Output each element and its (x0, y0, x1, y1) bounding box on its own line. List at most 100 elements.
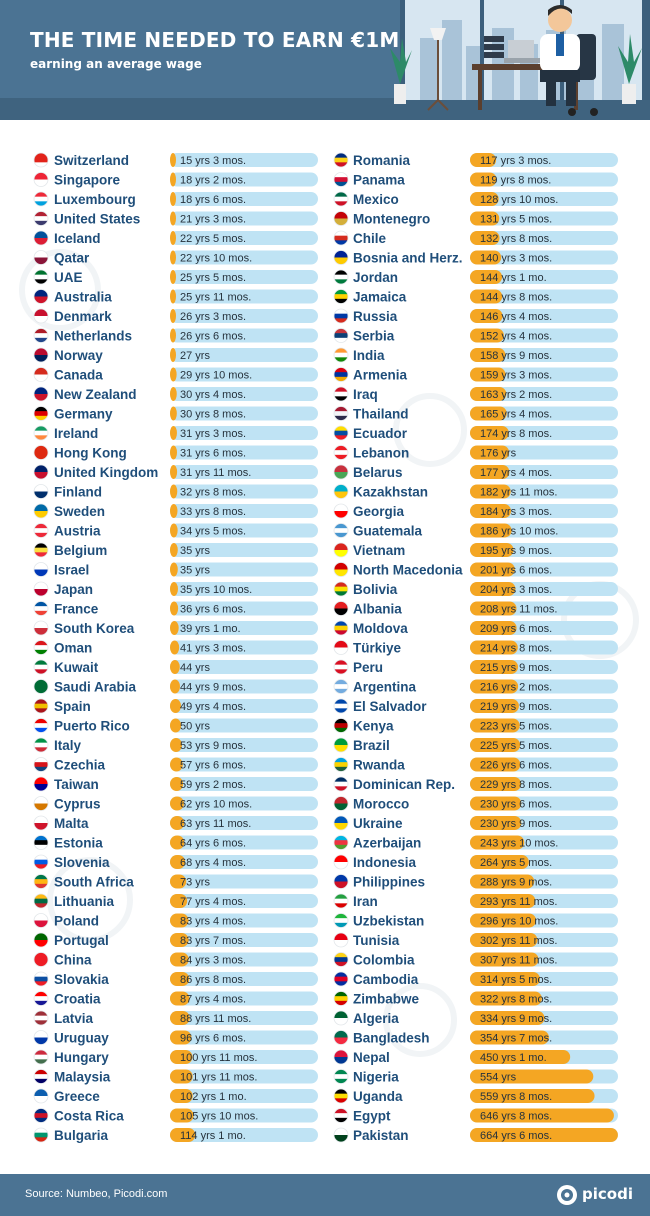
belarus-flag-icon (334, 465, 348, 479)
value-label: 22 yrs 10 mos. (180, 253, 252, 265)
bar-track (170, 640, 318, 655)
bar-row: United Kingdom 31 yrs 11 mos. (33, 464, 318, 480)
flag-ring (33, 620, 49, 636)
flag-ring (33, 796, 49, 811)
value-bar (170, 660, 180, 674)
bar-row: Qatar 22 yrs 10 mos. (33, 250, 318, 266)
country-label: China (54, 953, 92, 968)
bar-track (170, 933, 318, 947)
value-bar (170, 972, 190, 986)
flag-ring (33, 971, 49, 987)
flag-ring (333, 484, 349, 499)
bar-track (470, 367, 618, 382)
bar-row: Lebanon 176 yrs (333, 445, 618, 461)
value-label: 554 yrs (480, 1072, 517, 1084)
bar-track (170, 738, 318, 752)
flag-ring (33, 230, 49, 246)
value-label: 559 yrs 8 mos. (480, 1091, 552, 1103)
country-label: Iceland (54, 231, 101, 246)
value-bar (170, 250, 176, 265)
value-label: 29 yrs 10 mos. (180, 370, 252, 382)
value-bar (170, 796, 184, 811)
value-bar (170, 153, 176, 167)
portugal-flag-icon (34, 933, 48, 947)
value-bar (470, 445, 510, 460)
background-euro-watermarks (19, 249, 639, 1057)
bar-track (170, 816, 318, 830)
value-label: 216 yrs 2 mos. (480, 682, 552, 694)
flag-ring (33, 425, 49, 441)
value-bar (470, 855, 529, 869)
value-label: 293 yrs 11 mos. (480, 896, 557, 908)
value-label: 195 yrs 9 mos. (480, 545, 552, 557)
country-label: Egypt (353, 1109, 391, 1124)
value-bar (170, 913, 189, 928)
value-bar (170, 543, 178, 557)
malta-flag-icon (34, 816, 48, 830)
flag-ring (333, 932, 349, 948)
value-label: 184 yrs 3 mos. (480, 506, 552, 518)
country-label: Australia (54, 290, 112, 305)
bar-track (170, 211, 318, 226)
flag-ring (333, 815, 349, 831)
bar-track (170, 991, 318, 1006)
flag-ring (333, 854, 349, 870)
value-bar (170, 231, 176, 245)
value-label: 83 yrs 7 mos. (180, 935, 246, 947)
header-floor-band (0, 98, 650, 120)
bar-row: Uganda 559 yrs 8 mos. (333, 1088, 618, 1104)
bar-row: Taiwan 59 yrs 2 mos. (33, 776, 318, 792)
flag-ring (333, 835, 349, 850)
latvia-flag-icon (34, 1011, 48, 1025)
bar-row: Rwanda 226 yrs 6 mos. (333, 757, 618, 773)
bar-row: Malaysia 101 yrs 11 mos. (33, 1069, 318, 1085)
russia-flag-icon (334, 309, 348, 323)
value-bar (470, 1089, 595, 1103)
value-label: 68 yrs 4 mos. (180, 857, 246, 869)
country-label: Italy (54, 738, 82, 753)
flag-ring (333, 425, 349, 441)
floor-lamp-icon (427, 28, 449, 111)
value-label: 34 yrs 5 mos. (180, 526, 246, 538)
value-label: 30 yrs 8 mos. (180, 409, 246, 421)
bar-row: Morocco 230 yrs 6 mos. (333, 796, 618, 812)
value-bar (470, 504, 512, 518)
bar-row: South Africa 73 yrs (33, 874, 318, 890)
bar-row: Jordan 144 yrs 1 mo. (333, 269, 618, 285)
sweden-flag-icon (34, 504, 48, 518)
document-stack-icon (484, 36, 504, 58)
montenegro-flag-icon (334, 211, 348, 226)
flag-ring (33, 679, 49, 694)
bar-track (170, 679, 318, 694)
bar-rows: Switzerland 15 yrs 3 mos. Singapore 18 yrs … (33, 152, 618, 1143)
value-label: 57 yrs 6 mos. (180, 760, 246, 772)
rwanda-flag-icon (334, 757, 348, 772)
country-label: Saudi Arabia (54, 680, 137, 695)
value-label: 31 yrs 11 mos. (180, 467, 251, 479)
country-label: Taiwan (54, 777, 99, 792)
value-label: 226 yrs 6 mos. (480, 760, 552, 772)
country-label: Netherlands (54, 329, 132, 344)
country-label: Portugal (54, 933, 109, 948)
country-label: Greece (54, 1089, 100, 1104)
country-label: Malaysia (54, 1070, 111, 1085)
bar-row: Slovenia 68 yrs 4 mos. (33, 854, 318, 870)
flag-ring (33, 269, 49, 285)
bar-track (470, 387, 618, 401)
value-label: 31 yrs 3 mos. (180, 428, 246, 440)
bar-row: Kuwait 44 yrs (33, 659, 318, 675)
value-bar (470, 679, 519, 694)
value-label: 102 yrs 1 mo. (180, 1091, 247, 1103)
country-label: India (353, 348, 385, 363)
value-label: 86 yrs 8 mos. (180, 974, 246, 986)
bar-track (170, 1030, 318, 1045)
bar-row: Ireland 31 yrs 3 mos. (33, 425, 318, 441)
country-label: Czechia (54, 758, 106, 773)
value-bar (170, 601, 179, 616)
value-label: 322 yrs 8 mos. (480, 994, 552, 1006)
bar-track (170, 250, 318, 265)
bangladesh-flag-icon (334, 1030, 348, 1045)
country-label: Ireland (54, 426, 98, 441)
flag-ring (333, 347, 349, 363)
value-bar (170, 270, 176, 284)
